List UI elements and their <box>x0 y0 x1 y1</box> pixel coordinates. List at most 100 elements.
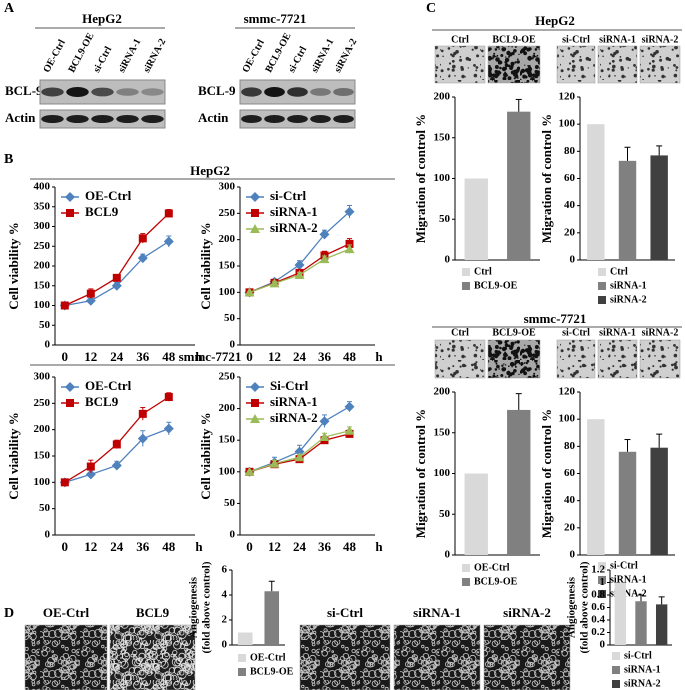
lane-label: siRNA-2 <box>332 37 359 75</box>
y-axis-label: Angiogenesis <box>566 576 578 638</box>
image-label: siRNA-1 <box>599 34 636 45</box>
y-axis-label: Migration of control % <box>413 409 428 538</box>
marker <box>137 433 148 444</box>
blot-title: HepG2 <box>82 11 122 26</box>
x-tick-label: 12 <box>268 539 281 554</box>
y-tick-label: 60 <box>564 172 576 184</box>
legend-label: OE-Ctrl <box>474 562 510 573</box>
blot-band <box>141 88 164 96</box>
legend-label: si-Ctrl <box>270 188 306 203</box>
marker <box>60 478 69 487</box>
x-tick-label: 36 <box>318 539 332 554</box>
marker <box>60 301 69 310</box>
legend-marker <box>66 399 74 407</box>
blot-band <box>141 115 164 123</box>
blot-band <box>310 88 331 96</box>
image-label: siRNA-2 <box>642 327 679 338</box>
lane-label: si-Ctrl <box>91 45 114 75</box>
blot-band <box>333 88 354 96</box>
image-label: Ctrl <box>451 327 469 338</box>
marker <box>86 462 95 471</box>
marker <box>319 432 330 442</box>
legend-marker <box>66 209 74 217</box>
bar <box>650 155 668 260</box>
x-tick-label: 24 <box>110 539 124 554</box>
blot-row-label: BCL-9 <box>198 83 236 98</box>
y-tick-label: 1.2 <box>591 564 605 576</box>
y-tick-label: 0 <box>445 549 451 561</box>
blot-band <box>264 87 285 97</box>
bar <box>618 160 637 260</box>
marker <box>294 269 305 279</box>
image-label: BCL9 <box>136 605 170 620</box>
y-tick-label: 50 <box>39 502 51 514</box>
y-tick-label: 100 <box>559 413 576 425</box>
blot-band <box>66 115 89 123</box>
marker <box>164 209 173 218</box>
legend-swatch <box>598 296 606 304</box>
y-tick-label: 0 <box>222 639 228 651</box>
legend-swatch <box>238 668 246 676</box>
marker <box>138 409 147 418</box>
marker <box>344 244 355 254</box>
marker <box>319 416 330 427</box>
image-label: Ctrl <box>451 34 469 45</box>
y-tick-label: 0.8 <box>591 589 605 601</box>
x-tick-label: 48 <box>343 539 357 554</box>
legend-swatch <box>598 268 606 276</box>
y-tick-label: 0 <box>600 639 606 651</box>
marker <box>319 229 330 240</box>
y-tick-label: 100 <box>219 465 236 477</box>
y-tick-label: 250 <box>219 207 236 219</box>
image-label: BCL9-OE <box>492 327 536 338</box>
y-tick-label: 300 <box>34 220 51 232</box>
marker <box>244 466 255 476</box>
x-tick-label: 12 <box>84 349 97 364</box>
y-tick-label: 250 <box>34 397 51 409</box>
lane-label: siRNA-1 <box>116 37 143 75</box>
legend-label: siRNA-2 <box>610 588 647 599</box>
legend-swatch <box>612 680 620 688</box>
legend-swatch <box>612 652 620 660</box>
micrograph <box>487 45 541 84</box>
image-label: siRNA-1 <box>413 605 461 620</box>
series-line <box>64 212 170 307</box>
legend-swatch <box>598 576 606 584</box>
marker <box>138 234 147 243</box>
y-tick-label: 60 <box>564 467 576 479</box>
y-tick-label: 100 <box>559 118 576 130</box>
y-axis-label: Angiogenesis <box>188 576 200 638</box>
y-tick-label: 0 <box>570 254 576 266</box>
marker <box>137 253 148 264</box>
legend-marker <box>250 192 260 202</box>
blot-band <box>333 115 354 123</box>
legend-label: BCL9-OE <box>250 666 294 677</box>
legend-marker <box>65 192 75 202</box>
bar <box>507 111 531 260</box>
y-tick-label: 150 <box>434 426 451 438</box>
marker <box>112 273 121 282</box>
marker <box>294 259 305 270</box>
y-tick-label: 350 <box>34 200 51 212</box>
lane-label: si-Ctrl <box>286 45 309 75</box>
legend-label: siRNA-1 <box>270 394 318 409</box>
lane-label: siRNA-2 <box>141 37 168 75</box>
y-tick-label: 150 <box>434 131 451 143</box>
legend-swatch <box>598 562 606 570</box>
legend-label: BCL9 <box>85 204 119 219</box>
legend-swatch <box>462 564 470 572</box>
blot-band <box>116 88 139 96</box>
y-tick-label: 2 <box>222 614 228 626</box>
legend-swatch <box>462 578 470 586</box>
y-tick-label: 50 <box>224 312 236 324</box>
legend-label: BCL9-OE <box>474 280 518 291</box>
y-tick-label: 100 <box>219 286 236 298</box>
section-title: smmc-7721 <box>179 349 242 364</box>
marker <box>244 287 255 297</box>
marker <box>163 236 174 247</box>
y-tick-label: 50 <box>224 497 236 509</box>
micrograph <box>556 45 596 84</box>
x-tick-label: 0 <box>62 349 69 364</box>
blot-row-label: BCL-9 <box>5 83 43 98</box>
